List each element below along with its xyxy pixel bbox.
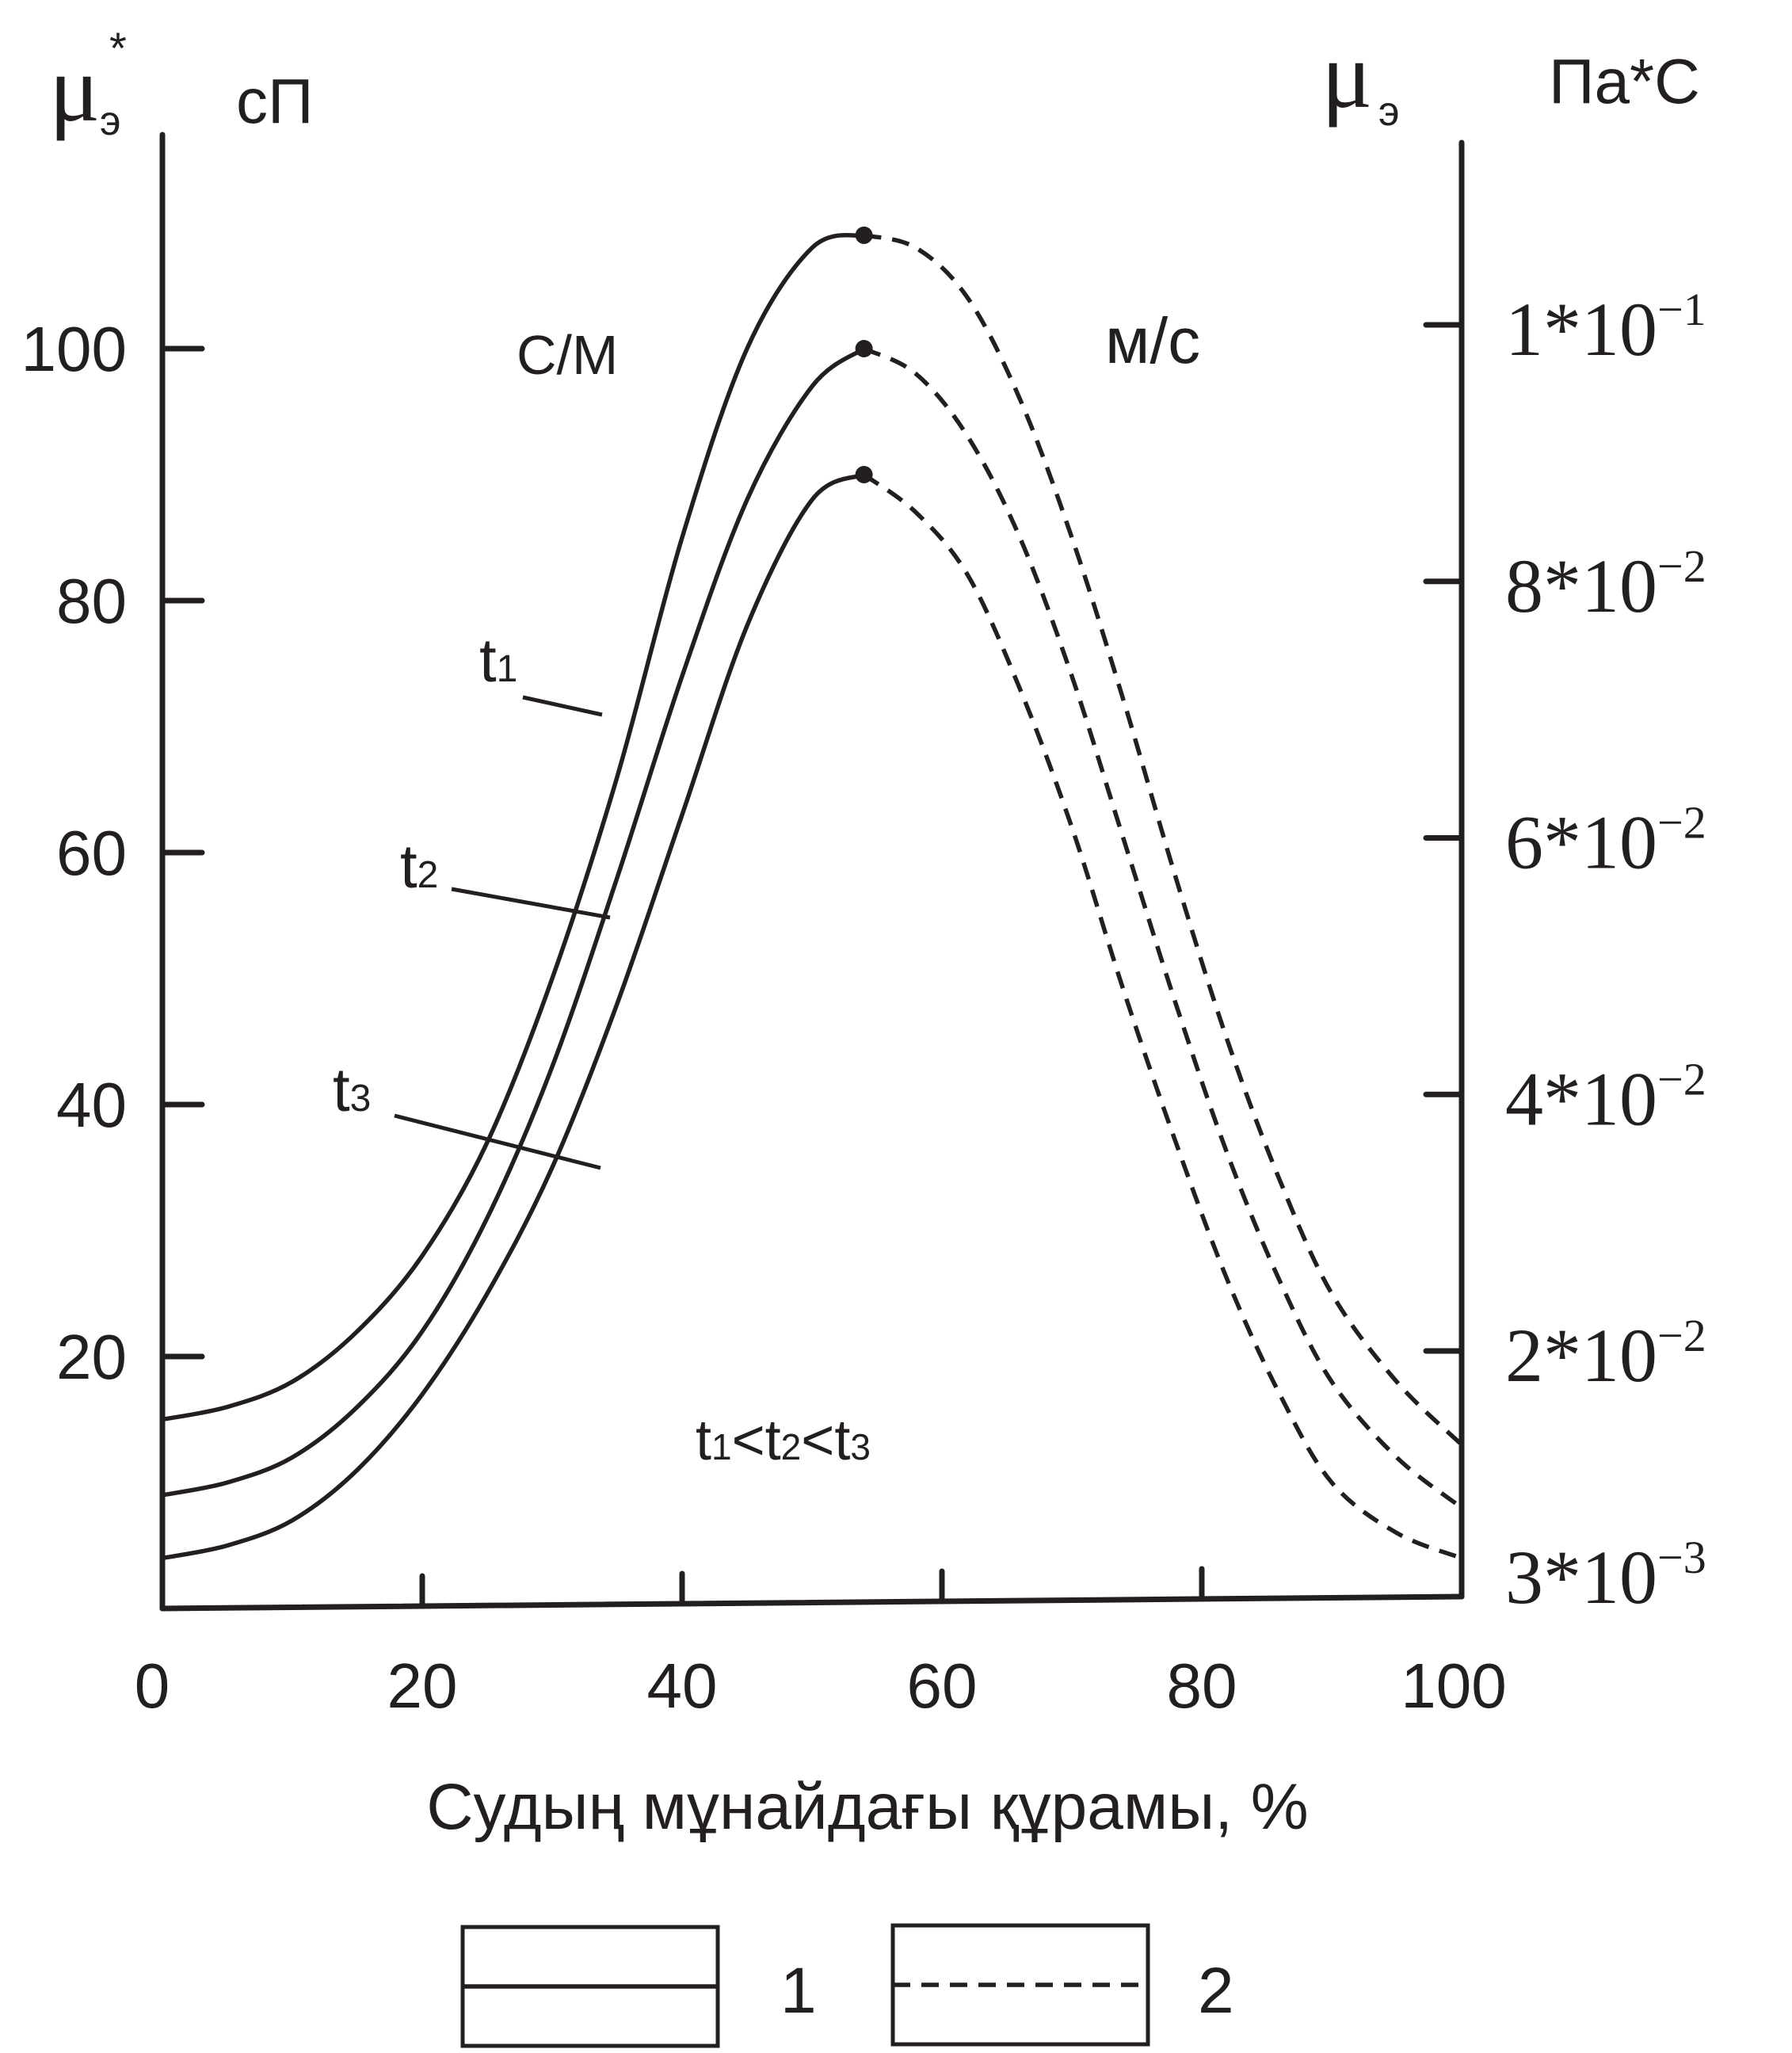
curve-leader-lines <box>394 695 611 1170</box>
leader-t3 <box>394 1113 601 1170</box>
chart-text-labels: 0 20 40 60 80 100 20 40 60 80 100 3*10−3 2*10−2 4*10−… <box>21 284 1706 1721</box>
condition-t2-sub: 2 <box>781 1426 802 1467</box>
series-t1-dashed <box>863 233 1463 1447</box>
left-axis-unit: сП <box>236 66 314 136</box>
series-label-t1: t1 <box>479 625 517 695</box>
legend: 1 2 <box>460 1923 1234 2048</box>
right-tick-label: 6*10−2 <box>1505 797 1706 885</box>
condition-t3-sub: 3 <box>850 1426 871 1467</box>
x-tick-label: 20 <box>387 1650 458 1721</box>
x-axis-label: Судың мұнайдағы құрамы, % <box>426 1771 1308 1843</box>
condition-t1-base: t <box>696 1409 711 1472</box>
right-axis-symbol-subscript: э <box>1378 89 1400 135</box>
left-axis-symbol: μ <box>49 36 100 141</box>
left-axis-symbol-subscript: э <box>100 98 121 144</box>
legend-label-1: 1 <box>780 1955 817 2027</box>
x-tick-label: 0 <box>135 1650 170 1721</box>
left-tick-label: 100 <box>21 314 127 384</box>
peak-markers <box>855 226 873 483</box>
series-label-t3: t3 <box>333 1055 371 1124</box>
x-tick-label: 100 <box>1401 1650 1506 1721</box>
right-tick-label: 3*10−3 <box>1505 1532 1706 1620</box>
right-axis-symbol: μ <box>1321 22 1372 128</box>
series-t2-peak <box>855 340 873 357</box>
x-tick-label: 40 <box>647 1650 718 1721</box>
temperature-condition: t1<t2<t3 <box>696 1409 871 1472</box>
right-tick-label: 8*10−2 <box>1505 540 1706 628</box>
series-label-t2: t2 <box>400 831 438 901</box>
left-axis-title: μ э * сП <box>49 23 314 144</box>
left-tick-label: 20 <box>56 1322 127 1392</box>
left-tick-label: 80 <box>56 566 127 636</box>
leader-t2 <box>451 887 611 920</box>
series-t3-solid <box>162 472 865 1561</box>
right-axis-title: μ э Па*С <box>1321 22 1700 135</box>
x-axis-line <box>159 1593 1465 1612</box>
series-curves <box>162 232 1463 1561</box>
series-t1-peak <box>855 226 873 244</box>
left-tick-label: 60 <box>56 818 127 888</box>
condition-t3-base: t <box>834 1409 850 1472</box>
region-label-left: С/М <box>517 324 618 386</box>
axis-ticks <box>159 322 1465 1609</box>
series-t3-dashed <box>862 472 1462 1560</box>
x-tick-label: 60 <box>907 1650 978 1721</box>
condition-t1-sub: 1 <box>711 1426 732 1467</box>
right-tick-label: 4*10−2 <box>1505 1053 1706 1141</box>
condition-lt-1: < <box>732 1409 765 1472</box>
series-t3-peak <box>855 466 873 483</box>
left-axis-symbol-superscript: * <box>109 23 127 73</box>
region-label-right: м/с <box>1105 305 1200 377</box>
series-t1-solid <box>162 232 865 1422</box>
right-axis-unit: Па*С <box>1549 46 1700 116</box>
condition-t2-base: t <box>765 1409 781 1472</box>
right-tick-label: 1*10−1 <box>1505 284 1706 372</box>
series-t2-dashed <box>863 346 1463 1509</box>
series-t2-solid <box>162 346 866 1498</box>
right-tick-label: 2*10−2 <box>1505 1310 1706 1398</box>
condition-lt-2: < <box>801 1409 834 1472</box>
legend-label-2: 2 <box>1198 1955 1234 2027</box>
x-tick-label: 80 <box>1167 1650 1237 1721</box>
leader-t1 <box>522 695 603 717</box>
left-tick-label: 40 <box>56 1070 127 1140</box>
